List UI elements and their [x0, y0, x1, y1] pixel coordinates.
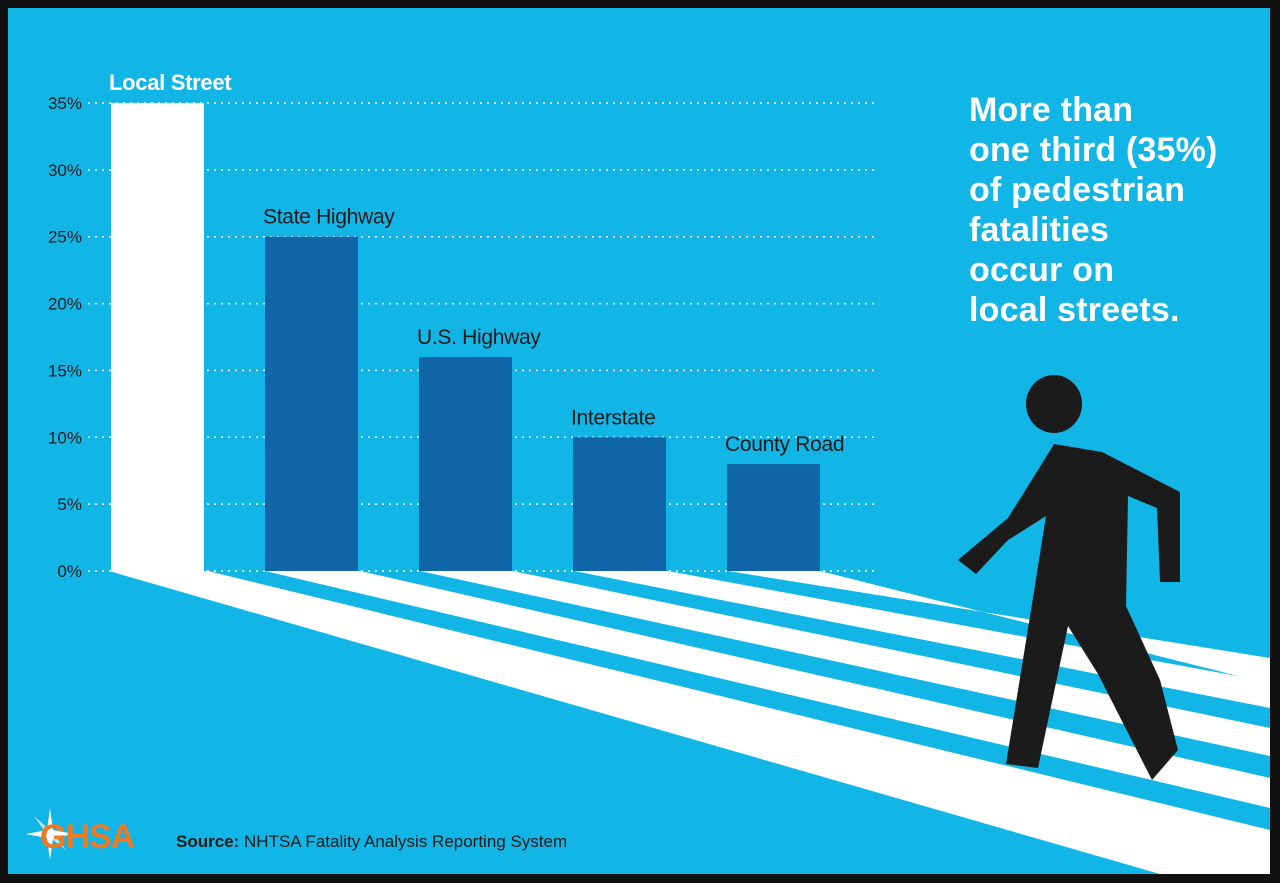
headline: More than one third (35%) of pedestrian … — [969, 90, 1259, 330]
category-labels: Local Street State Highway U.S. Highway Int… — [109, 70, 845, 456]
y-tick-label: 0% — [57, 562, 82, 581]
bar-chart: 0% 5% 10% 15% 20% 25% 30% 35% Local Street State… — [48, 70, 1270, 874]
ghsa-logo: GHSA — [26, 808, 136, 860]
infographic-card: 0% 5% 10% 15% 20% 25% 30% 35% Local Street State… — [8, 8, 1270, 874]
category-label: Interstate — [571, 406, 656, 429]
source-prefix: Source: — [176, 832, 240, 851]
y-tick-label: 15% — [48, 361, 82, 380]
category-label: County Road — [725, 433, 844, 456]
crosswalk-stripe — [109, 571, 1270, 874]
crosswalk-stripe — [574, 571, 1270, 708]
category-label: Local Street — [109, 70, 232, 95]
bar — [111, 103, 204, 571]
logo-text: GHSA — [40, 818, 135, 856]
headline-line: one third (35%) — [969, 131, 1218, 169]
category-label: State Highway — [263, 206, 395, 229]
bar — [727, 464, 820, 571]
headline-line: More than — [969, 91, 1134, 129]
bar — [573, 437, 666, 571]
y-tick-label: 35% — [48, 94, 82, 113]
source-note: Source: NHTSA Fatality Analysis Reportin… — [176, 832, 567, 852]
headline-line: local streets. — [969, 291, 1180, 329]
y-tick-label: 20% — [48, 295, 82, 314]
bars — [111, 103, 820, 571]
y-tick-label: 25% — [48, 228, 82, 247]
y-tick-label: 10% — [48, 428, 82, 447]
y-tick-label: 5% — [57, 495, 82, 514]
bar — [265, 236, 358, 571]
bar — [419, 357, 512, 571]
headline-line: fatalities — [969, 211, 1109, 249]
category-label: U.S. Highway — [417, 326, 541, 349]
y-axis-ticks: 0% 5% 10% 15% 20% 25% 30% 35% — [48, 94, 82, 581]
source-text: NHTSA Fatality Analysis Reporting System — [244, 832, 568, 851]
headline-line: of pedestrian — [969, 171, 1186, 209]
headline-line: occur on — [969, 251, 1115, 289]
y-tick-label: 30% — [48, 161, 82, 180]
pedestrian-icon — [958, 375, 1180, 780]
crosswalk-stripe — [420, 571, 1270, 756]
